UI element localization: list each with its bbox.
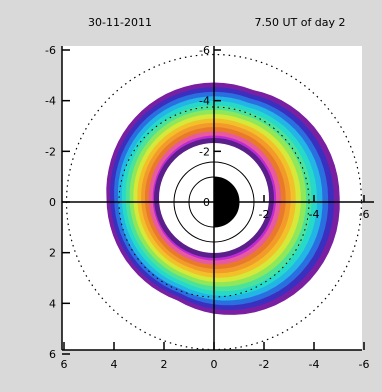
left-tick-label: -6 (45, 44, 56, 57)
inner-y-tick-label: -6 (199, 44, 210, 57)
left-tick-label: 2 (49, 247, 56, 260)
inner-y-tick-label: -4 (199, 95, 210, 108)
header-date: 30-11-2011 (88, 16, 152, 29)
left-tick-label: -2 (45, 145, 56, 158)
left-tick-label: 4 (49, 297, 56, 310)
bottom-tick-label: 2 (161, 358, 168, 371)
bottom-tick-label: 4 (111, 358, 118, 371)
bottom-tick-label: -4 (309, 358, 320, 371)
inner-x-tick-label: -4 (309, 208, 320, 221)
bottom-tick-label: -2 (259, 358, 270, 371)
left-tick-label: 0 (49, 196, 56, 209)
inner-y-tick-label: -2 (199, 145, 210, 158)
inner-y-tick-label: 0 (203, 196, 210, 209)
bottom-tick-label: 6 (61, 358, 68, 371)
bottom-tick-label: 0 (211, 358, 218, 371)
bottom-tick-label: -6 (359, 358, 370, 371)
header-time: 7.50 UT of day 2 (254, 16, 345, 29)
left-tick-label: -4 (45, 95, 56, 108)
inner-x-tick-label: -6 (359, 208, 370, 221)
left-tick-label: 6 (49, 348, 56, 361)
inner-x-tick-label: -2 (259, 208, 270, 221)
